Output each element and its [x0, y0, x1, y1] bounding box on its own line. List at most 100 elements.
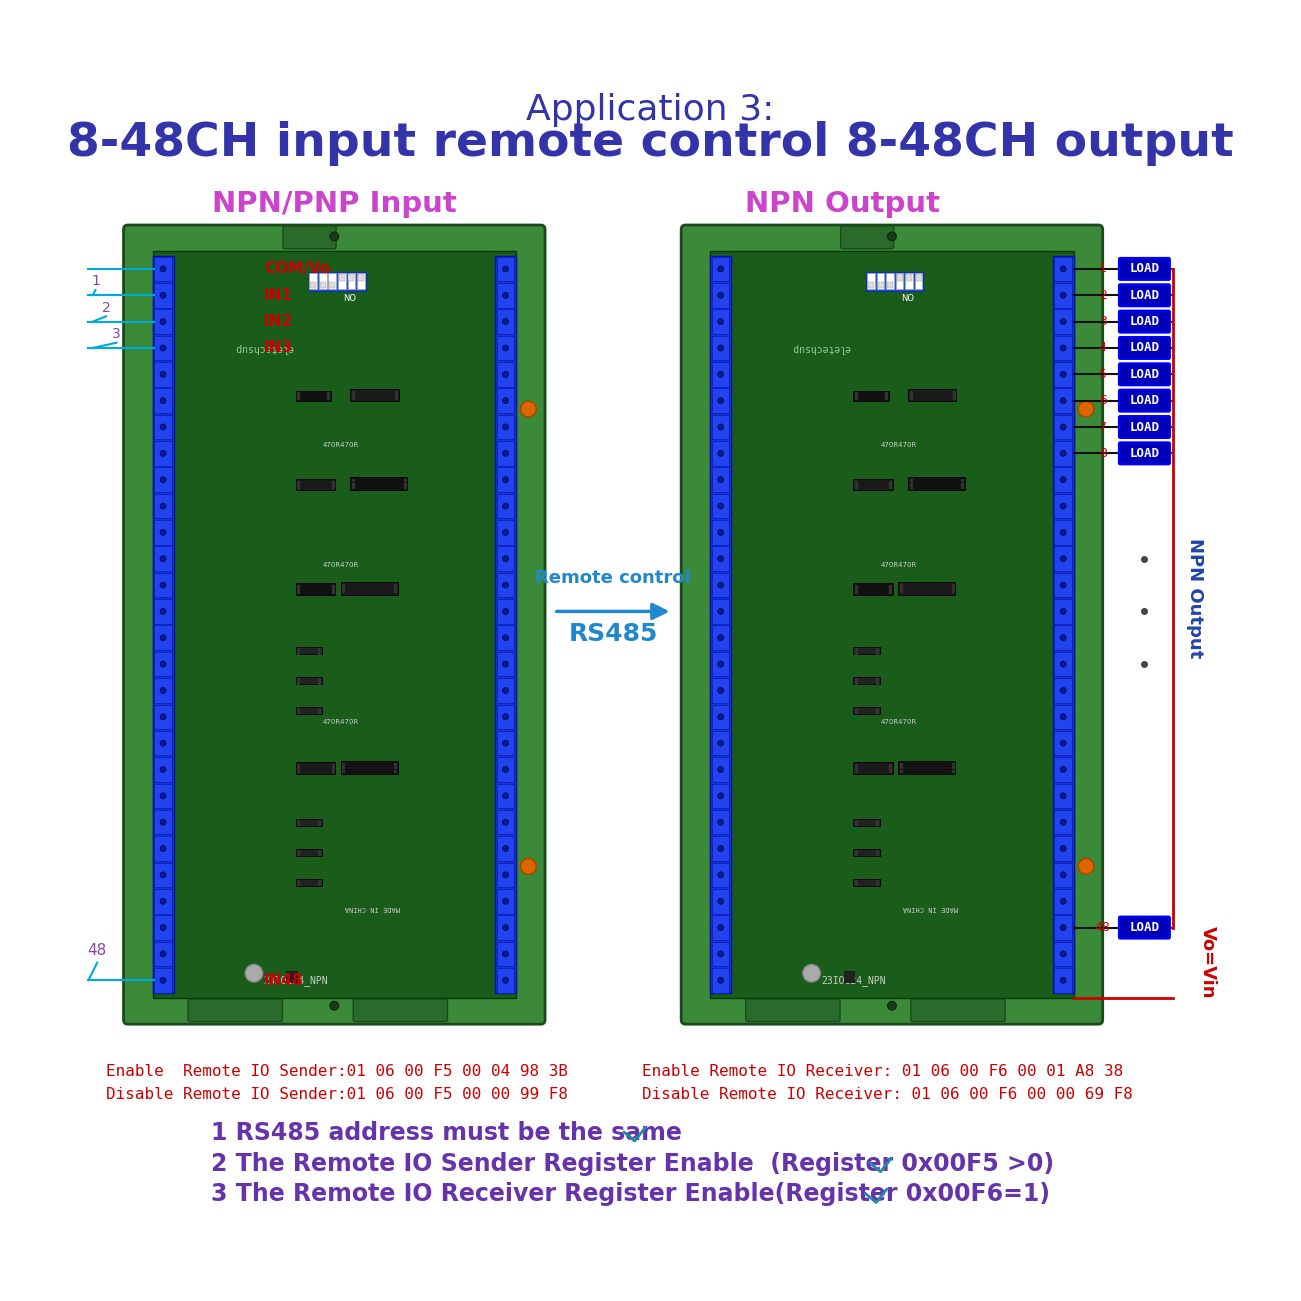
Bar: [712, 811, 730, 834]
Text: Remote control: Remote control: [535, 569, 691, 587]
Text: Application 3:: Application 3:: [527, 94, 774, 127]
Circle shape: [160, 820, 167, 825]
Text: MADE IN CHINA: MADE IN CHINA: [345, 905, 401, 911]
Bar: [295, 678, 323, 684]
Text: 8-48CH input remote control 8-48CH output: 8-48CH input remote control 8-48CH outpu…: [68, 121, 1233, 167]
Bar: [497, 757, 514, 782]
Text: 1: 1: [1099, 263, 1107, 276]
Circle shape: [718, 687, 723, 693]
Circle shape: [718, 582, 723, 588]
Circle shape: [502, 925, 509, 930]
FancyBboxPatch shape: [1119, 285, 1170, 306]
Bar: [1054, 678, 1072, 703]
Bar: [497, 362, 514, 386]
Bar: [347, 273, 355, 289]
Bar: [1054, 546, 1072, 571]
Bar: [295, 583, 336, 595]
Bar: [1054, 310, 1072, 334]
Bar: [1054, 600, 1072, 623]
Bar: [155, 415, 172, 440]
Text: NPN Output: NPN Output: [1187, 539, 1203, 658]
Text: NPN Output: NPN Output: [745, 190, 939, 217]
Circle shape: [1060, 635, 1067, 641]
Circle shape: [718, 556, 723, 562]
Circle shape: [1060, 846, 1067, 852]
FancyBboxPatch shape: [1119, 390, 1170, 411]
Circle shape: [160, 687, 167, 693]
Circle shape: [718, 714, 723, 719]
FancyBboxPatch shape: [1119, 363, 1170, 385]
Text: NPN/PNP Input: NPN/PNP Input: [212, 190, 457, 217]
Text: IN2: IN2: [264, 314, 293, 329]
Bar: [497, 863, 514, 887]
Bar: [712, 494, 730, 518]
Circle shape: [502, 319, 509, 325]
Bar: [1054, 889, 1072, 913]
Circle shape: [160, 503, 167, 509]
Bar: [1054, 863, 1072, 887]
Bar: [1054, 652, 1072, 677]
Text: 470R470R: 470R470R: [323, 718, 359, 725]
Bar: [908, 389, 956, 401]
Text: Vo=Vin: Vo=Vin: [1200, 926, 1218, 999]
Bar: [497, 652, 514, 677]
Bar: [908, 477, 965, 490]
FancyBboxPatch shape: [284, 226, 336, 248]
Bar: [155, 336, 172, 360]
Circle shape: [160, 476, 167, 483]
Circle shape: [1060, 293, 1067, 298]
Bar: [1054, 837, 1072, 861]
Bar: [155, 362, 172, 386]
Bar: [497, 467, 514, 492]
FancyBboxPatch shape: [189, 999, 282, 1021]
Bar: [1054, 336, 1072, 360]
Text: LOAD: LOAD: [1129, 315, 1159, 328]
Circle shape: [160, 371, 167, 377]
FancyBboxPatch shape: [124, 225, 545, 1024]
Bar: [155, 916, 172, 939]
Circle shape: [502, 766, 509, 773]
Circle shape: [160, 766, 167, 773]
Bar: [1054, 467, 1072, 492]
Circle shape: [502, 476, 509, 483]
Bar: [712, 362, 730, 386]
Circle shape: [502, 503, 509, 509]
Bar: [868, 282, 874, 289]
Bar: [899, 761, 955, 774]
Circle shape: [502, 582, 509, 588]
Bar: [1054, 256, 1072, 281]
Circle shape: [718, 293, 723, 298]
Circle shape: [502, 635, 509, 641]
Bar: [1054, 572, 1072, 597]
Bar: [155, 968, 172, 993]
Bar: [497, 811, 514, 834]
Bar: [712, 916, 730, 939]
Text: 470R470R: 470R470R: [881, 442, 916, 449]
Bar: [338, 273, 346, 289]
Bar: [1054, 441, 1072, 466]
Bar: [497, 626, 514, 650]
Bar: [155, 389, 172, 412]
Bar: [497, 441, 514, 466]
Bar: [349, 275, 354, 281]
Bar: [886, 273, 894, 289]
Bar: [494, 256, 516, 994]
Bar: [497, 600, 514, 623]
Text: COM/Vo: COM/Vo: [264, 262, 330, 276]
Circle shape: [1060, 345, 1067, 351]
Bar: [497, 389, 514, 412]
Bar: [1054, 284, 1072, 307]
Text: NO: NO: [343, 294, 356, 303]
Text: 6: 6: [1099, 394, 1107, 407]
Circle shape: [160, 319, 167, 325]
Circle shape: [502, 398, 509, 403]
Bar: [1054, 520, 1072, 545]
Bar: [155, 731, 172, 756]
Bar: [915, 273, 922, 289]
Circle shape: [160, 846, 167, 852]
Bar: [295, 392, 330, 401]
Bar: [710, 251, 1073, 998]
Bar: [712, 441, 730, 466]
Circle shape: [718, 371, 723, 377]
Circle shape: [245, 964, 263, 982]
